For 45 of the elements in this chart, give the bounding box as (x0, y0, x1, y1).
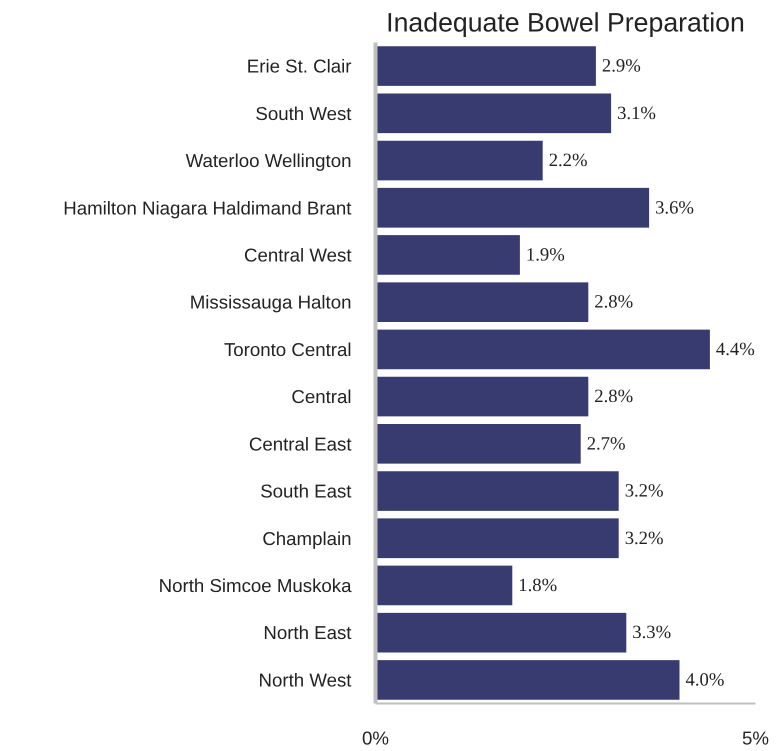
bar (376, 518, 619, 558)
y-tick-label: Waterloo Wellington (186, 150, 352, 172)
bar (376, 376, 588, 416)
y-tick-label: Erie St. Clair (246, 56, 352, 77)
y-tick-label: Hamilton Niagara Haldimand Brant (63, 197, 352, 218)
y-tick-label: Toronto Central (224, 338, 352, 360)
y-tick-label: Champlain (262, 528, 352, 549)
data-label: 1.9% (526, 244, 565, 266)
x-tick-label: 0% (362, 728, 389, 748)
chart-title: Inadequate Bowel Preparation (386, 8, 745, 38)
data-label: 3.1% (617, 102, 656, 124)
bar (376, 282, 588, 322)
y-tick-label: South West (255, 102, 352, 124)
data-label: 3.2% (624, 480, 664, 502)
data-label: 2.9% (602, 56, 641, 77)
bar (376, 566, 512, 606)
data-label: 3.3% (632, 622, 672, 644)
bar (376, 612, 626, 653)
y-tick-label: Central West (244, 244, 352, 266)
y-tick-label: Mississauga Halton (190, 292, 352, 313)
y-tick-label: North East (263, 622, 352, 644)
y-tick-label: Central (291, 386, 352, 408)
data-label: 4.0% (686, 669, 724, 690)
bar (376, 46, 596, 86)
y-tick-label: North Simcoe Muskoka (158, 574, 352, 596)
data-label: 2.2% (548, 150, 588, 172)
y-tick-label: Central East (248, 433, 352, 454)
bar (376, 424, 581, 464)
bar (376, 93, 612, 134)
y-tick-label: South East (260, 480, 352, 502)
data-label: 2.8% (594, 386, 634, 408)
data-label: 2.8% (594, 292, 634, 313)
bar (376, 140, 543, 180)
data-label: 4.4% (716, 338, 755, 360)
bar (376, 235, 520, 275)
y-tick-label: North West (258, 669, 352, 690)
bar (376, 471, 619, 511)
bar (376, 188, 650, 228)
data-label: 2.7% (586, 433, 626, 454)
data-label: 3.6% (655, 197, 694, 218)
bar (376, 330, 710, 370)
bar (376, 660, 680, 700)
x-tick-label: 5% (742, 728, 769, 748)
data-label: 3.2% (624, 528, 664, 549)
data-label: 1.8% (518, 574, 558, 596)
